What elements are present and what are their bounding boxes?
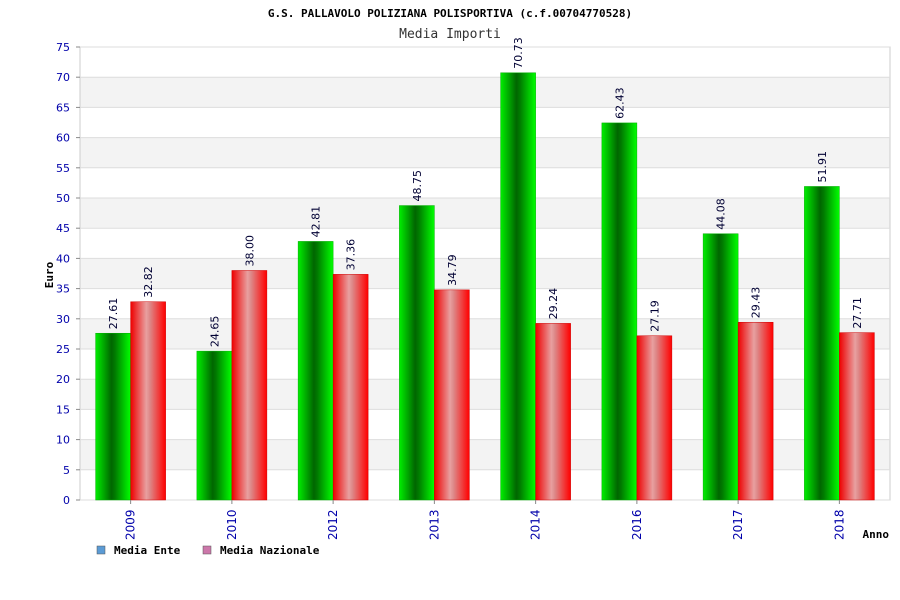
x-tick-label: 2014: [529, 509, 543, 540]
x-tick-label: 2013: [427, 509, 441, 540]
bar-media-nazionale-2017: [737, 321, 774, 501]
data-label: 37.36: [345, 239, 358, 271]
bar-media-ente-2013: [399, 205, 435, 501]
bar-media-ente-2012: [297, 241, 334, 501]
grid-band: [80, 137, 890, 168]
x-tick-label: 2017: [731, 509, 745, 540]
legend-entry: Media Ente: [114, 544, 181, 557]
data-label: 34.79: [446, 254, 459, 286]
y-tick-label: 45: [56, 222, 70, 235]
data-label: 27.19: [648, 300, 661, 332]
x-tick-label: 2012: [326, 509, 340, 540]
grid-band: [80, 198, 890, 229]
y-tick-label: 10: [56, 434, 70, 447]
x-axis-ticks: 2009 2010 2012 2013 2014 2016 2017 2018: [124, 500, 846, 540]
y-tick-label: 40: [56, 252, 70, 265]
x-tick-label: 2016: [630, 509, 644, 540]
bar-media-ente-2018: [804, 186, 840, 501]
chart-subtitle: Media Importi: [399, 27, 501, 42]
legend-entry: Media Nazionale: [220, 544, 320, 557]
data-label: 38.00: [243, 235, 256, 267]
bar-media-ente-2016: [601, 122, 638, 501]
y-axis-label: Euro: [43, 261, 56, 288]
bar-media-nazionale-2014: [535, 323, 571, 501]
chart-title: G.S. PALLAVOLO POLIZIANA POLISPORTIVA (c…: [268, 7, 632, 20]
y-tick-label: 0: [63, 494, 70, 507]
data-label: 70.73: [512, 37, 525, 69]
y-tick-label: 25: [56, 343, 70, 356]
bar-media-nazionale-2009: [130, 301, 166, 501]
y-tick-label: 75: [56, 41, 70, 54]
data-label: 62.43: [613, 87, 626, 119]
y-tick-label: 55: [56, 162, 70, 175]
y-tick-label: 70: [56, 71, 70, 84]
bar-media-nazionale-2018: [839, 332, 875, 501]
x-tick-label: 2010: [225, 509, 239, 540]
y-tick-label: 20: [56, 373, 70, 386]
grid-band: [80, 258, 890, 289]
data-label: 42.81: [310, 206, 323, 238]
y-tick-label: 65: [56, 101, 70, 114]
legend: Media Ente Media Nazionale: [96, 544, 320, 557]
data-label: 29.24: [547, 288, 560, 320]
data-label: 51.91: [816, 151, 829, 183]
data-label: 27.61: [107, 298, 120, 330]
y-tick-label: 35: [56, 283, 70, 296]
bar-media-nazionale-2013: [434, 289, 470, 501]
bar-media-ente-2014: [500, 72, 536, 501]
data-label: 29.43: [750, 287, 763, 319]
data-label: 24.65: [208, 316, 221, 348]
x-axis-label: Anno: [863, 528, 890, 541]
data-labels: 27.61 32.82 24.65 38.00 42.81 37.36 48.75 34.79…: [107, 37, 864, 347]
y-axis-ticks: 0 5 10 15 20 25 30 35 40 45 50 55 60 65 70 75: [56, 41, 80, 507]
data-label: 44.08: [715, 198, 728, 230]
bar-media-nazionale-2012: [332, 274, 369, 501]
grid-band: [80, 77, 890, 108]
y-tick-label: 50: [56, 192, 70, 205]
bar-media-ente-2017: [702, 233, 739, 501]
legend-swatch: [202, 545, 212, 555]
data-label: 27.71: [851, 297, 864, 329]
y-tick-label: 5: [63, 464, 70, 477]
bar-media-ente-2009: [95, 332, 131, 501]
x-tick-label: 2009: [124, 509, 138, 540]
y-tick-label: 30: [56, 313, 70, 326]
legend-swatch: [96, 545, 106, 555]
bar-media-nazionale-2016: [636, 335, 673, 501]
y-tick-label: 15: [56, 403, 70, 416]
data-label: 32.82: [142, 266, 155, 298]
bar-media-nazionale-2010: [231, 270, 268, 501]
data-label: 48.75: [411, 170, 424, 202]
bars: [95, 72, 875, 501]
y-tick-label: 60: [56, 132, 70, 145]
bar-media-ente-2010: [196, 350, 233, 501]
x-tick-label: 2018: [832, 509, 846, 540]
